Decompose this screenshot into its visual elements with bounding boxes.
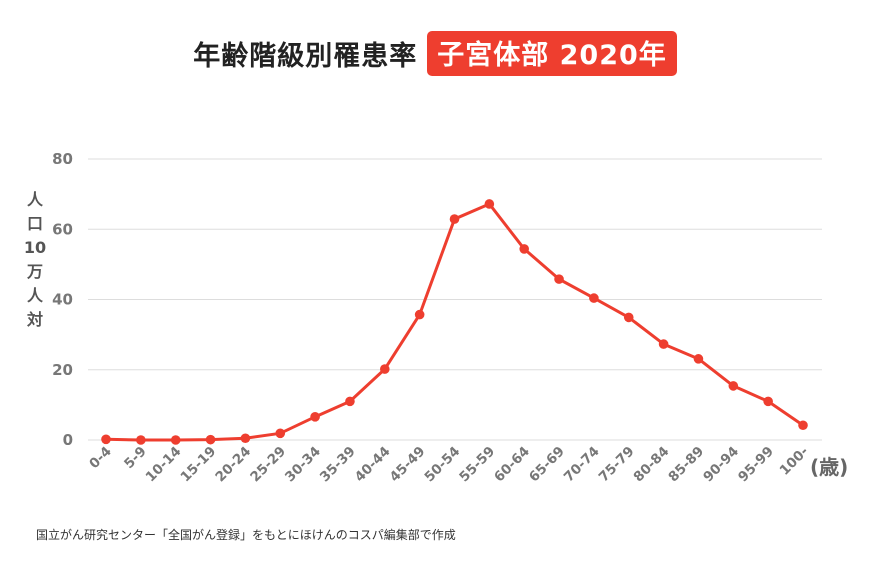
data-point [101,434,111,445]
x-axis-unit-label: (歳) [810,455,848,479]
x-tick-label: 60-64 [491,444,533,486]
x-tick-label: 25-29 [247,444,289,486]
data-point [170,435,181,445]
data-point [554,274,564,284]
data-point [136,435,146,445]
title-badge: 子宮体部 2020年 [427,30,677,76]
data-point [345,396,355,407]
x-tick-label: 10-14 [143,444,185,486]
title-main-text: 年齢階級別罹患率 [193,40,418,72]
data-point [693,354,704,364]
x-tick-label: 45-49 [387,444,429,486]
x-tick-label: 55-59 [456,444,498,486]
x-tick-label: 100- [777,444,812,479]
data-point [449,214,460,224]
x-tick-label: 5-9 [121,444,150,473]
y-axis-label-char: 10 [24,238,46,257]
data-point [414,309,425,320]
x-tick-label: 50-54 [421,444,463,486]
x-tick-label: 70-74 [561,444,603,486]
chart-title: 年齢階級別罹患率 子宮体部 2020年 [0,30,870,76]
data-point [763,396,773,407]
x-tick-label: 90-94 [700,444,742,486]
data-point [380,364,390,374]
x-tick-label: 35-39 [317,444,359,486]
y-axis-label-char: 人 [27,286,44,305]
x-tick-label: 95-99 [735,444,777,486]
data-point [205,434,216,445]
source-note: 国立がん研究センター「全国がん登録」をもとにほけんのコスパ編集部で作成 [36,528,456,542]
x-tick-label: 0-4 [86,444,115,473]
x-tick-label: 85-89 [665,444,707,486]
x-tick-label: 20-24 [212,444,254,486]
y-tick-label: 0 [63,431,73,449]
y-tick-label: 80 [52,150,73,168]
data-point [728,381,739,391]
x-tick-label: 65-69 [526,444,568,486]
series-line [104,202,805,442]
data-point [484,199,495,209]
y-tick-label: 20 [52,361,73,379]
data-point [658,339,669,349]
data-point [798,420,808,431]
x-tick-label: 15-19 [178,444,220,486]
data-point [589,293,599,303]
x-tick-label: 40-44 [352,444,394,486]
y-tick-label: 40 [52,291,73,309]
data-point [310,412,320,422]
y-axis-label-char: 人 [27,190,44,209]
x-tick-label: 30-34 [282,444,324,486]
data-point [623,312,634,323]
y-tick-label: 60 [52,220,73,238]
x-tick-label: 80-84 [631,444,673,486]
data-point [240,433,251,444]
data-point [519,244,529,254]
x-tick-label: 75-79 [596,444,638,486]
y-axis-label-char: 万 [26,262,43,281]
data-point [275,428,286,439]
y-axis-label-char: 口 [27,214,43,233]
y-axis-label-char: 対 [26,310,43,329]
